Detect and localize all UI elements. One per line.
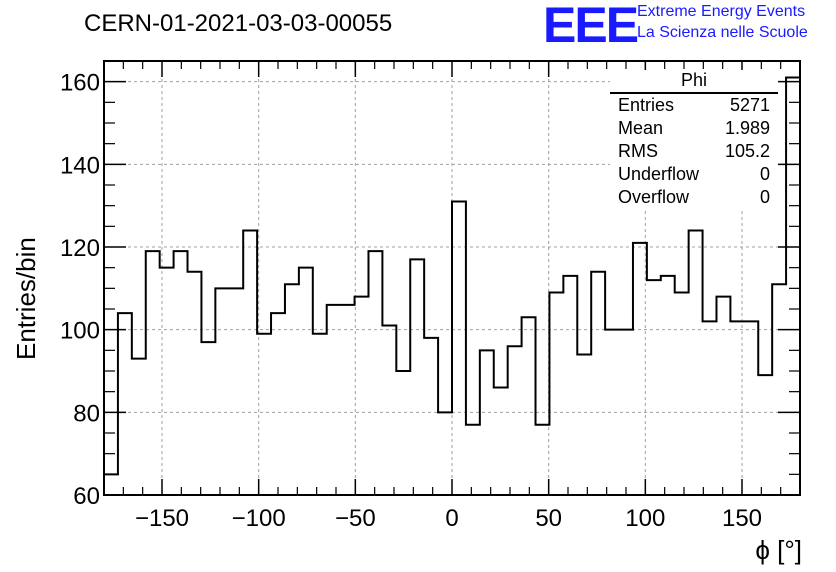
stats-row-underflow: Underflow 0 bbox=[610, 163, 778, 186]
x-tick-label: 100 bbox=[625, 505, 665, 532]
stats-label: Underflow bbox=[618, 164, 700, 184]
stats-value: 105.2 bbox=[724, 141, 770, 161]
stats-row-rms: RMS 105.2 bbox=[610, 140, 778, 163]
eee-logo: EEE bbox=[543, 0, 639, 53]
stats-row-entries: Entries 5271 bbox=[610, 94, 778, 117]
x-tick-label: −50 bbox=[335, 505, 376, 532]
stats-value: 1.989 bbox=[724, 118, 770, 138]
stats-value: 0 bbox=[759, 187, 770, 207]
stats-box: Phi Entries 5271 Mean 1.989 RMS 105.2 Under… bbox=[610, 70, 778, 209]
x-axis-label: ϕ [°] bbox=[755, 535, 802, 565]
stats-label: Entries bbox=[618, 95, 675, 115]
y-tick-label: 60 bbox=[73, 483, 100, 510]
stats-row-overflow: Overflow 0 bbox=[610, 186, 778, 209]
stats-value: 5271 bbox=[729, 95, 770, 115]
y-tick-label: 120 bbox=[60, 235, 100, 262]
x-tick-label: −100 bbox=[232, 505, 286, 532]
y-axis-label: Entries/bin bbox=[5, 180, 45, 387]
y-tick-label: 160 bbox=[60, 70, 100, 97]
tick-labels: −150 −100 −50 0 50 100 150 60 80 100 120 140 160 bbox=[60, 70, 762, 532]
stats-label: RMS bbox=[618, 141, 658, 161]
stats-name: Phi bbox=[610, 70, 778, 94]
x-tick-label: 150 bbox=[722, 505, 762, 532]
x-tick-label: −150 bbox=[135, 505, 189, 532]
y-tick-label: 80 bbox=[73, 400, 100, 427]
logo-caption-line1: Extreme Energy Events bbox=[637, 3, 806, 20]
plot-frame bbox=[103, 60, 801, 496]
histogram-step-line bbox=[103, 76, 800, 495]
logo-caption-line2: La Scienza nelle Scuole bbox=[637, 24, 808, 41]
chart-title: CERN-01-2021-03-03-00055 bbox=[84, 10, 393, 37]
stats-label: Overflow bbox=[618, 187, 690, 207]
stats-row-mean: Mean 1.989 bbox=[610, 117, 778, 140]
x-tick-label: 50 bbox=[535, 505, 562, 532]
y-axis-label-svg: Entries/bin bbox=[11, 237, 41, 360]
x-tick-label: 0 bbox=[445, 505, 458, 532]
stats-value: 0 bbox=[759, 164, 770, 184]
y-axis-label-text: Entries/bin bbox=[11, 237, 41, 360]
y-tick-label: 140 bbox=[60, 152, 100, 179]
stats-label: Mean bbox=[618, 118, 664, 138]
y-tick-label: 100 bbox=[60, 318, 100, 345]
